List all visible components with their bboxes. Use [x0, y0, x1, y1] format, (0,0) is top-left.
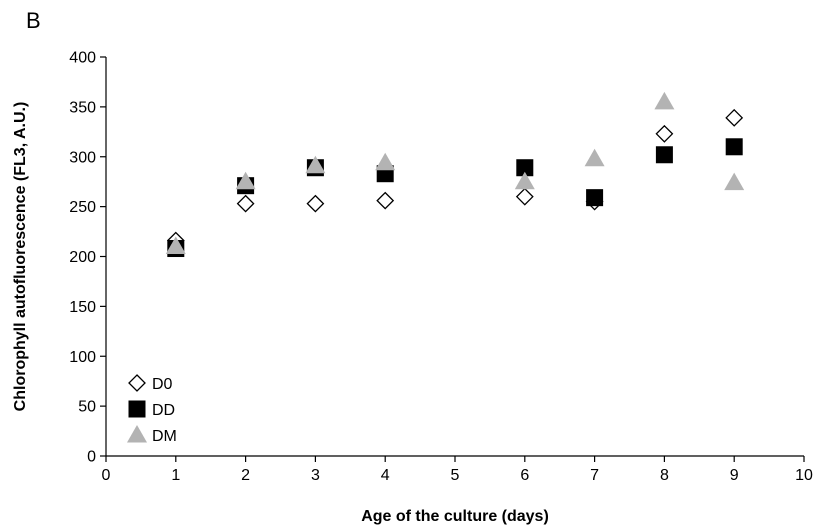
legend-label-dm: DM — [152, 428, 177, 445]
marker-dd — [516, 159, 534, 177]
marker-d0 — [306, 194, 325, 213]
marker-d0 — [376, 191, 395, 210]
legend-symbol-dm — [127, 425, 147, 443]
marker-dm — [514, 171, 535, 190]
x-tick-label: 9 — [730, 467, 739, 484]
marker-d0 — [515, 187, 534, 206]
x-tick-label: 6 — [520, 467, 529, 484]
x-tick-label: 10 — [795, 467, 813, 484]
x-tick-label: 5 — [451, 467, 460, 484]
x-tick-label: 8 — [660, 467, 669, 484]
marker-dm — [654, 91, 675, 110]
marker-d0 — [725, 108, 744, 127]
marker-dm — [305, 155, 326, 174]
marker-dm — [165, 236, 186, 255]
x-tick-label: 0 — [102, 467, 111, 484]
marker-dm — [584, 148, 605, 167]
x-tick-label: 3 — [311, 467, 320, 484]
panel-letter: B — [26, 8, 41, 33]
marker-dd — [586, 189, 604, 207]
marker-dm — [724, 172, 745, 191]
y-tick-label: 100 — [69, 349, 96, 366]
x-tick-label: 7 — [590, 467, 599, 484]
legend-label-d0: D0 — [152, 376, 173, 393]
y-axis-ticks: 0 50 100 150 200 250 300 350 400 — [69, 50, 106, 466]
marker-d0 — [236, 194, 255, 213]
x-tick-label: 4 — [381, 467, 390, 484]
axes: 0 50 100 150 200 250 300 350 400 0 1 2 3 4 5 6 7 8 9 10 — [69, 50, 813, 485]
legend-symbol-dd — [128, 400, 146, 418]
y-tick-label: 150 — [69, 299, 96, 316]
y-tick-label: 200 — [69, 249, 96, 266]
marker-dm — [375, 152, 396, 171]
marker-dm — [235, 171, 256, 190]
marker-d0 — [655, 124, 674, 143]
y-tick-label: 50 — [78, 399, 96, 416]
y-tick-label: 400 — [69, 50, 96, 67]
y-tick-label: 300 — [69, 149, 96, 166]
x-axis-ticks: 0 1 2 3 4 5 6 7 8 9 10 — [102, 456, 813, 484]
x-tick-label: 2 — [241, 467, 250, 484]
x-tick-label: 1 — [171, 467, 180, 484]
legend-label-dd: DD — [152, 402, 175, 419]
marker-dd — [725, 138, 743, 156]
y-axis-title: Chlorophyll autofluorescence (FL3, A.U.) — [12, 102, 29, 412]
y-tick-label: 350 — [69, 99, 96, 116]
legend: D0 DD DM — [127, 374, 177, 445]
x-axis-title: Age of the culture (days) — [361, 508, 549, 525]
legend-symbol-d0 — [128, 374, 146, 392]
marker-dd — [655, 146, 673, 164]
y-tick-label: 250 — [69, 199, 96, 216]
data-markers — [165, 91, 745, 258]
y-tick-label: 0 — [87, 449, 96, 466]
